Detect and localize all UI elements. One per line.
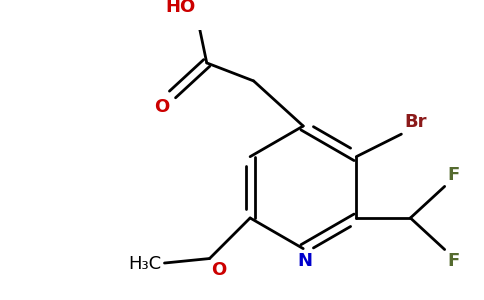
Text: F: F xyxy=(447,252,460,270)
Text: N: N xyxy=(298,252,313,270)
Text: H₃C: H₃C xyxy=(129,255,162,273)
Text: O: O xyxy=(154,98,170,116)
Text: Br: Br xyxy=(404,113,426,131)
Text: F: F xyxy=(447,166,460,184)
Text: O: O xyxy=(212,261,227,279)
Text: HO: HO xyxy=(166,0,196,16)
